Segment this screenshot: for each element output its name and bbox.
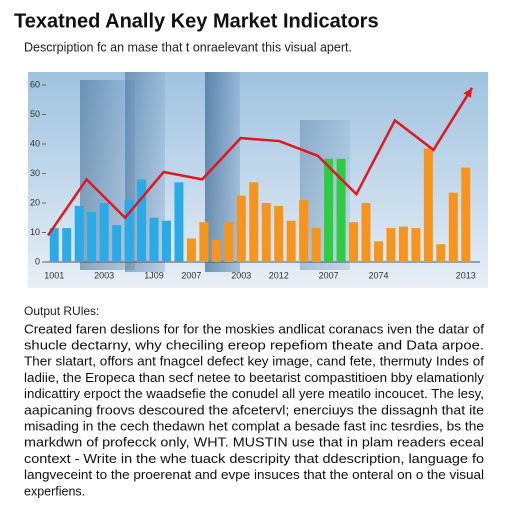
x-tick-label: 2012 bbox=[269, 270, 289, 280]
x-tick-label: 2007 bbox=[319, 270, 339, 280]
bar bbox=[49, 228, 59, 262]
x-tick-label: 2003 bbox=[231, 270, 251, 280]
bar bbox=[99, 203, 109, 262]
body-line: langveceint to the proerenat and evpe in… bbox=[24, 468, 484, 482]
bar bbox=[211, 239, 221, 262]
y-tick-label: 60 bbox=[30, 79, 40, 89]
body-line: indicattiry erpoct the waadsefie the con… bbox=[24, 387, 484, 401]
bar bbox=[224, 222, 234, 262]
bar bbox=[423, 148, 433, 262]
y-tick-label: 20 bbox=[30, 197, 40, 207]
bar bbox=[199, 222, 209, 262]
bar bbox=[137, 179, 147, 262]
x-tick-label: 2003 bbox=[94, 270, 114, 280]
bar bbox=[186, 238, 196, 262]
bar bbox=[112, 225, 122, 262]
bar bbox=[261, 203, 271, 262]
bar bbox=[149, 217, 159, 262]
y-tick-label: 10 bbox=[30, 227, 40, 237]
body-heading: Output RUles: bbox=[24, 304, 99, 318]
body-line: Created faren deslions for for the moski… bbox=[24, 322, 485, 336]
bar bbox=[361, 203, 371, 262]
body-line: markdwn of profecck only, WHT. MUSTIN us… bbox=[24, 436, 484, 450]
bar bbox=[448, 192, 458, 262]
body-line: shucle dectarny, why checiling ereop rep… bbox=[24, 338, 484, 352]
bar bbox=[324, 158, 334, 262]
bar bbox=[311, 228, 321, 262]
body-line: Ther slatart, offors ant fnagcel defect … bbox=[24, 355, 485, 369]
body-line: aapicaning froovs descoured the afceterv… bbox=[24, 403, 484, 417]
bar bbox=[349, 222, 359, 262]
trend-line bbox=[46, 87, 474, 237]
x-tick-label: 1001 bbox=[44, 270, 64, 280]
bar bbox=[74, 205, 84, 262]
chart-subtitle: Descrpiption fc an mase that t onraeleva… bbox=[24, 40, 352, 54]
bar bbox=[398, 226, 408, 262]
y-tick-label: 0 bbox=[35, 256, 40, 266]
y-tick-label: 50 bbox=[30, 109, 40, 119]
bar bbox=[62, 228, 72, 262]
background-building bbox=[205, 72, 240, 272]
bar bbox=[124, 200, 134, 262]
y-tick-label: 30 bbox=[30, 168, 40, 178]
x-tick-label: 2007 bbox=[181, 270, 201, 280]
bar bbox=[249, 182, 259, 262]
bar bbox=[236, 195, 246, 262]
bar bbox=[161, 220, 171, 262]
trend-arrowhead bbox=[463, 87, 472, 98]
y-tick-label: 40 bbox=[30, 138, 40, 148]
chart-title: Texatned Anally Key Market Indicators bbox=[14, 10, 379, 32]
bar bbox=[436, 244, 446, 262]
bar bbox=[299, 200, 309, 262]
bar bbox=[386, 228, 396, 262]
x-tick-label: 2013 bbox=[456, 270, 476, 280]
bar bbox=[411, 228, 421, 262]
body-line: ladiie, the Eropeca than secf netee to b… bbox=[24, 371, 485, 385]
bar bbox=[174, 182, 184, 262]
body-line: experfiens. bbox=[24, 484, 85, 498]
bar bbox=[461, 167, 471, 262]
x-tick-label: 1J09 bbox=[144, 270, 164, 280]
bar bbox=[336, 158, 346, 262]
bar bbox=[286, 220, 296, 262]
bar bbox=[274, 205, 284, 262]
body-line: context - Write in the whe tuack descrip… bbox=[24, 452, 484, 466]
x-tick-label: 2074 bbox=[368, 270, 388, 280]
bar bbox=[373, 241, 383, 262]
bar bbox=[87, 211, 97, 262]
body-line: misading in the cech thedawn het complat… bbox=[24, 419, 484, 433]
